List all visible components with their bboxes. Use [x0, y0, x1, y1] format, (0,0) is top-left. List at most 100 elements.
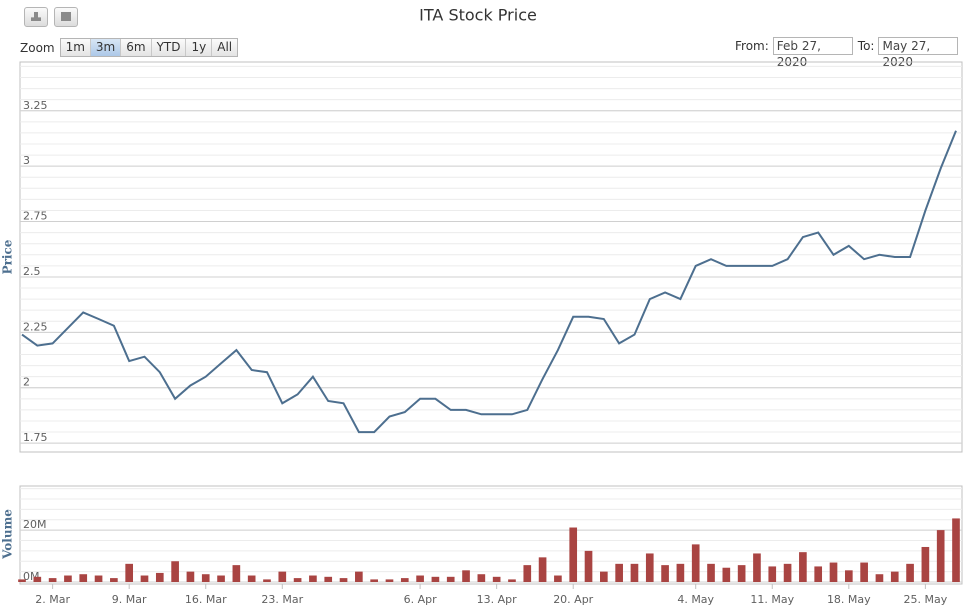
y-tick-label: 2.5 [23, 265, 41, 278]
x-tick-label: 16. Mar [185, 593, 227, 606]
zoom-bar: Zoom 1m 3m 6m YTD 1y All [20, 38, 239, 57]
volume-bar [799, 552, 807, 582]
chart-title: ITA Stock Price [419, 6, 537, 25]
y-tick-label: 2.25 [23, 320, 48, 333]
volume-bar [446, 576, 455, 582]
to-label: To: [857, 39, 875, 53]
volume-bar [140, 575, 149, 582]
x-tick-label: 6. Apr [404, 593, 437, 606]
x-tick-label: 23. Mar [261, 593, 303, 606]
volume-bar [783, 563, 792, 582]
volume-bar [492, 576, 501, 582]
volume-bar [768, 566, 777, 582]
volume-bar [645, 553, 654, 582]
volume-bar [508, 579, 516, 582]
volume-bar [952, 518, 960, 582]
volume-bar [33, 576, 42, 582]
volume-bar [615, 563, 623, 582]
print-button[interactable] [54, 7, 78, 27]
volume-bar [324, 576, 333, 582]
volume-bar [737, 565, 746, 582]
date-range: From: Feb 27, 2020 To: May 27, 2020 [735, 37, 963, 69]
volume-bar [48, 578, 57, 582]
zoom-button[interactable]: 3m [90, 39, 122, 56]
from-label: From: [735, 39, 769, 53]
to-input[interactable]: May 27, 2020 [878, 37, 959, 69]
volume-bar [554, 575, 562, 582]
y-axis-title: Volume [1, 509, 15, 560]
volume-bar [844, 570, 853, 582]
volume-bar [431, 576, 440, 582]
volume-bar [263, 579, 271, 582]
y-axis-title: Price [1, 239, 15, 274]
volume-bar [921, 546, 930, 582]
volume-bar [64, 575, 72, 582]
volume-bar [814, 566, 823, 582]
volume-bar [416, 575, 424, 582]
volume-bar [707, 563, 715, 582]
x-tick-label: 25. May [904, 593, 948, 606]
volume-bar [201, 574, 210, 582]
download-button[interactable] [24, 7, 48, 27]
x-tick-label: 4. May [677, 593, 714, 606]
volume-bar [753, 553, 761, 582]
volume-bar [584, 550, 593, 582]
volume-bar [676, 563, 685, 582]
zoom-button[interactable]: 6m [121, 39, 152, 56]
zoom-button[interactable]: 1y [186, 39, 213, 56]
volume-bar [18, 579, 26, 582]
volume-bar [890, 571, 899, 582]
x-tick-label: 9. Mar [112, 593, 147, 606]
x-tick-label: 2. Mar [35, 593, 70, 606]
volume-bar [400, 578, 409, 582]
volume-bar [370, 579, 378, 582]
volume-bar [875, 574, 884, 582]
volume-bar [94, 575, 103, 582]
zoom-button[interactable]: YTD [151, 39, 187, 56]
x-tick-label: 13. Apr [477, 593, 517, 606]
x-tick-label: 20. Apr [553, 593, 593, 606]
plot-border [19, 485, 963, 585]
x-tick-label: 11. May [750, 593, 794, 606]
zoom-button[interactable]: 1m [60, 39, 91, 56]
volume-bar [477, 574, 486, 582]
volume-bar [79, 574, 88, 582]
zoom-button[interactable]: All [212, 39, 238, 56]
volume-bar [523, 565, 532, 582]
volume-bar [385, 579, 394, 582]
y-tick-label: 2.75 [23, 210, 48, 223]
volume-bar [538, 557, 547, 582]
volume-bar [309, 575, 317, 582]
volume-bar [936, 530, 945, 582]
zoom-buttons: 1m 3m 6m YTD 1y All [59, 38, 239, 57]
plot-border [19, 61, 963, 453]
volume-bar [906, 563, 914, 582]
volume-bar [829, 562, 838, 582]
volume-bar [110, 578, 118, 582]
volume-bar [600, 571, 608, 582]
volume-bar [217, 575, 225, 582]
volume-bar [355, 571, 363, 582]
price-line [21, 130, 957, 434]
volume-bar [125, 563, 134, 582]
volume-bar [278, 571, 287, 582]
y-tick-label: 2 [23, 376, 30, 389]
volume-bar [860, 562, 868, 582]
volume-bar [691, 544, 700, 582]
volume-bar [661, 565, 669, 582]
volume-bar [171, 561, 179, 582]
volume-bar [155, 572, 164, 582]
volume-bar [232, 565, 241, 582]
y-tick-label: 3 [23, 154, 30, 167]
y-tick-label: 1.75 [23, 431, 48, 444]
volume-bar [247, 575, 256, 582]
volume-bar [462, 570, 470, 582]
y-tick-label: 20M [23, 518, 47, 531]
from-input[interactable]: Feb 27, 2020 [772, 37, 853, 69]
volume-bar [569, 527, 578, 582]
zoom-label: Zoom [20, 40, 55, 55]
volume-bar [630, 563, 639, 582]
volume-bar [339, 578, 348, 582]
volume-bar [722, 567, 731, 582]
